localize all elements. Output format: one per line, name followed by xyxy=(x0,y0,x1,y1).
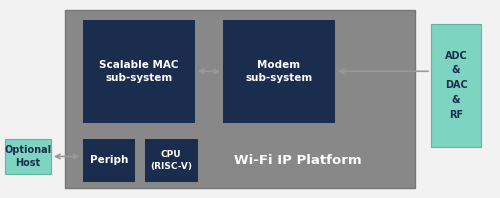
Bar xyxy=(431,24,481,147)
Bar xyxy=(222,20,335,123)
Bar xyxy=(82,20,195,123)
Text: Wi-Fi IP Platform: Wi-Fi IP Platform xyxy=(234,154,362,167)
Text: Modem
sub-system: Modem sub-system xyxy=(245,60,312,83)
Bar xyxy=(82,139,135,182)
Bar xyxy=(145,139,198,182)
Text: ADC
&
DAC
&
RF: ADC & DAC & RF xyxy=(444,50,468,120)
Bar xyxy=(65,10,415,188)
Text: Scalable MAC
sub-system: Scalable MAC sub-system xyxy=(99,60,178,83)
Text: Optional
Host: Optional Host xyxy=(4,145,52,168)
Text: CPU
(RISC-V): CPU (RISC-V) xyxy=(150,150,192,171)
Text: Periph: Periph xyxy=(90,155,128,165)
Bar xyxy=(5,139,51,174)
